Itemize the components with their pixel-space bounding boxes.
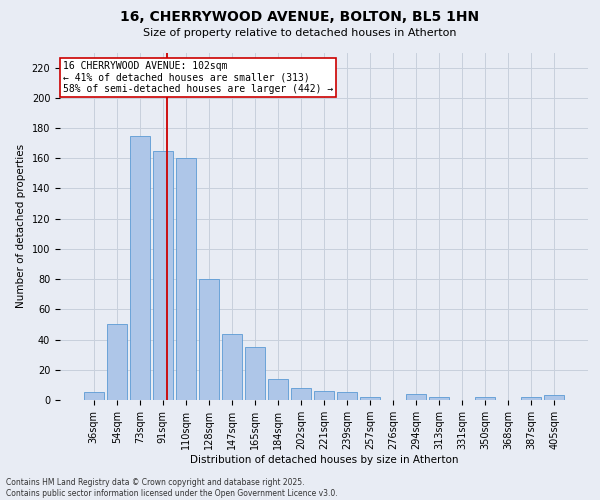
- Text: Contains HM Land Registry data © Crown copyright and database right 2025.
Contai: Contains HM Land Registry data © Crown c…: [6, 478, 338, 498]
- Bar: [360, 397, 380, 400]
- Bar: [475, 397, 495, 400]
- Bar: [84, 392, 104, 400]
- Bar: [291, 388, 311, 400]
- X-axis label: Distribution of detached houses by size in Atherton: Distribution of detached houses by size …: [190, 455, 458, 465]
- Bar: [222, 334, 242, 400]
- Bar: [430, 397, 449, 400]
- Bar: [245, 347, 265, 400]
- Bar: [176, 158, 196, 400]
- Bar: [107, 324, 127, 400]
- Y-axis label: Number of detached properties: Number of detached properties: [16, 144, 26, 308]
- Bar: [199, 279, 218, 400]
- Text: Size of property relative to detached houses in Atherton: Size of property relative to detached ho…: [143, 28, 457, 38]
- Bar: [130, 136, 149, 400]
- Bar: [268, 379, 288, 400]
- Bar: [406, 394, 426, 400]
- Bar: [153, 150, 173, 400]
- Text: 16 CHERRYWOOD AVENUE: 102sqm
← 41% of detached houses are smaller (313)
58% of s: 16 CHERRYWOOD AVENUE: 102sqm ← 41% of de…: [62, 61, 333, 94]
- Text: 16, CHERRYWOOD AVENUE, BOLTON, BL5 1HN: 16, CHERRYWOOD AVENUE, BOLTON, BL5 1HN: [121, 10, 479, 24]
- Bar: [337, 392, 357, 400]
- Bar: [314, 391, 334, 400]
- Bar: [544, 396, 564, 400]
- Bar: [521, 397, 541, 400]
